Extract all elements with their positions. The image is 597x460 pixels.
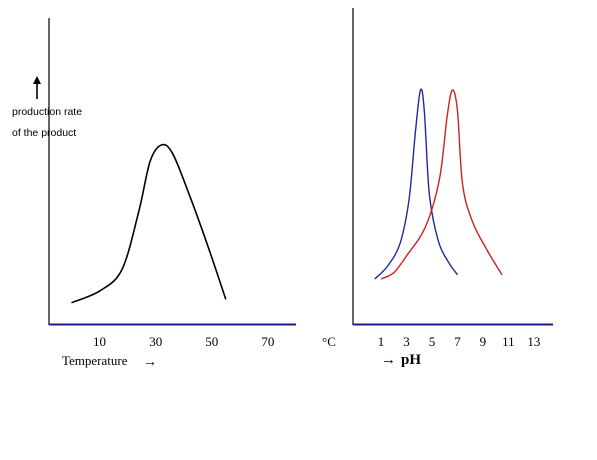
ph-tick-label: 9 [480, 334, 487, 349]
left-xlabel-arrow: → [143, 353, 157, 369]
temperature-tick-label: 30 [149, 334, 162, 349]
ph-tick-label: 5 [429, 334, 436, 349]
ph-tick-label: 3 [403, 334, 410, 349]
right-xlabel-arrow: → [381, 351, 396, 368]
ph-tick-label: 11 [502, 334, 515, 349]
left-xlabel: Temperature [62, 353, 128, 368]
y-axis-arrow [33, 76, 41, 99]
left-ylabel-line1: production rate [12, 106, 82, 118]
x-unit-label: °C [322, 334, 336, 349]
left-ylabel-line2: of the product [12, 127, 76, 139]
ph-series-red-line [380, 89, 503, 280]
temperature-tick-label: 10 [93, 334, 106, 349]
ph-tick-label: 13 [527, 334, 540, 349]
temperature-tick-label: 50 [205, 334, 218, 349]
right-xlabel: pH [401, 352, 421, 368]
temperature-series-line [71, 143, 227, 304]
ph-tick-label: 1 [378, 334, 385, 349]
temperature-tick-label: 70 [261, 334, 274, 349]
ph-tick-label: 7 [454, 334, 461, 349]
ph-series-blue-line [374, 88, 459, 280]
